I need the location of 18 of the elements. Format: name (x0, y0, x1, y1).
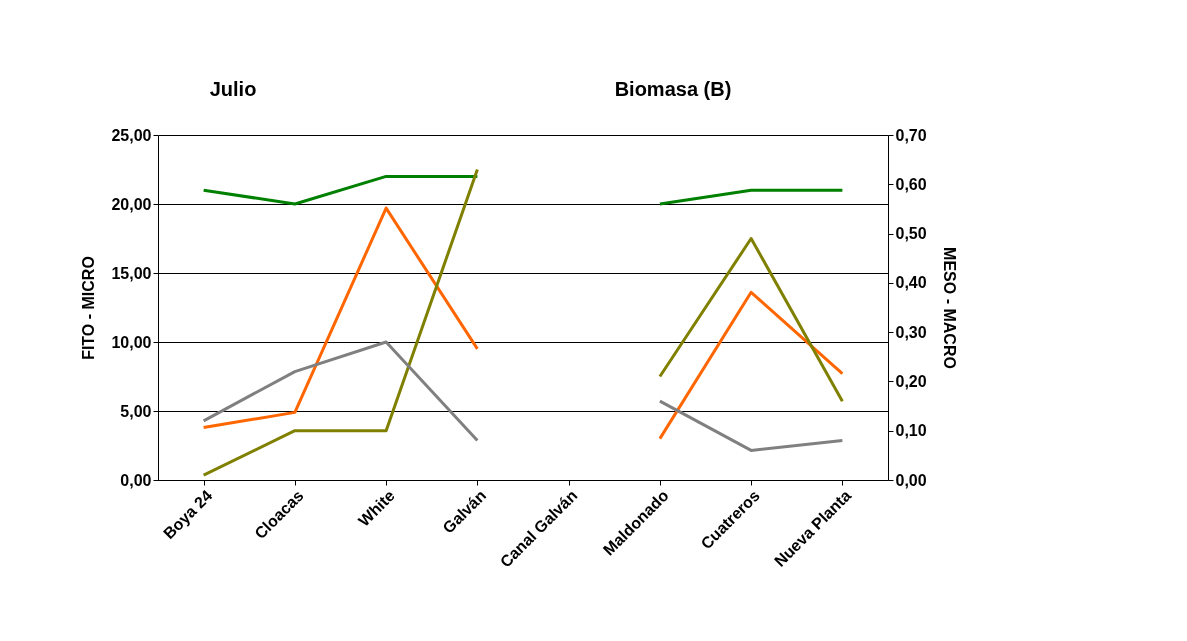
y2-tick-label: 0,00 (895, 471, 927, 489)
y-tick-label: 5,00 (120, 402, 152, 420)
y2-axis-title: MESO - MACRO (940, 247, 958, 369)
y-tick-label: 0,00 (120, 471, 152, 489)
chart-title: Julio (209, 78, 257, 100)
y2-tick-label: 0,30 (895, 323, 927, 341)
y2-tick-label: 0,40 (895, 274, 927, 292)
y2-tick-label: 0,70 (895, 126, 927, 144)
y2-tick-label: 0,50 (895, 225, 927, 243)
y-tick-label: 25,00 (111, 126, 152, 144)
y-tick-label: 20,00 (111, 195, 152, 213)
y2-tick-label: 0,20 (895, 372, 927, 390)
chart-subtitle: Biomasa (B) (614, 78, 732, 100)
y-tick-label: 15,00 (111, 264, 152, 282)
y-tick-label: 10,00 (111, 333, 152, 351)
y2-tick-label: 0,10 (895, 422, 927, 440)
y2-tick-label: 0,60 (895, 175, 927, 193)
y-axis-title: FITO - MICRO (80, 256, 98, 360)
